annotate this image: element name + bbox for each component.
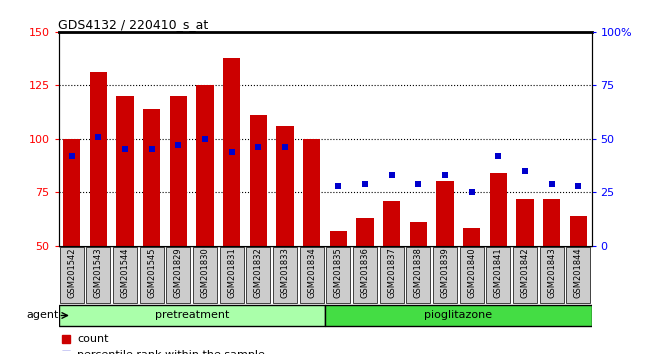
Text: agent: agent [26,310,58,320]
Bar [143,109,161,246]
Bar [116,96,134,246]
Bar [516,199,534,246]
Bar [436,182,454,246]
Text: GSM201544: GSM201544 [121,247,129,298]
Text: GSM201841: GSM201841 [494,247,502,298]
Text: GSM201831: GSM201831 [227,247,236,298]
Bar [223,57,240,246]
FancyBboxPatch shape [540,247,564,303]
Bar [250,115,267,246]
FancyBboxPatch shape [86,247,110,303]
FancyBboxPatch shape [380,247,404,303]
Bar [569,216,587,246]
FancyBboxPatch shape [113,247,137,303]
FancyBboxPatch shape [486,247,510,303]
Text: pioglitazone: pioglitazone [424,310,492,320]
Text: GSM201842: GSM201842 [521,247,529,298]
FancyBboxPatch shape [193,247,217,303]
Bar [170,96,187,246]
Text: GSM201834: GSM201834 [307,247,316,298]
Text: GSM201840: GSM201840 [467,247,476,298]
Bar [489,173,507,246]
Bar [90,73,107,246]
Text: GSM201830: GSM201830 [201,247,209,298]
Text: GSM201833: GSM201833 [281,247,289,298]
Bar [196,85,214,246]
Text: GSM201836: GSM201836 [361,247,369,298]
Bar [303,139,320,246]
FancyBboxPatch shape [300,247,324,303]
Text: GSM201832: GSM201832 [254,247,263,298]
Bar [330,230,347,246]
FancyBboxPatch shape [220,247,244,303]
Text: GSM201835: GSM201835 [334,247,343,298]
Text: GSM201844: GSM201844 [574,247,582,298]
Text: GSM201542: GSM201542 [68,247,76,298]
FancyBboxPatch shape [246,247,270,303]
Text: GDS4132 / 220410_s_at: GDS4132 / 220410_s_at [58,18,209,31]
FancyBboxPatch shape [58,305,325,326]
FancyBboxPatch shape [140,247,164,303]
FancyBboxPatch shape [325,305,592,326]
FancyBboxPatch shape [406,247,430,303]
Text: GSM201837: GSM201837 [387,247,396,298]
Bar [63,139,81,246]
Text: GSM201545: GSM201545 [148,247,156,298]
Text: GSM201843: GSM201843 [547,247,556,298]
Text: GSM201839: GSM201839 [441,247,449,298]
Text: percentile rank within the sample: percentile rank within the sample [77,350,265,354]
Text: GSM201838: GSM201838 [414,247,422,298]
Bar [383,201,400,246]
Bar [463,228,480,246]
FancyBboxPatch shape [460,247,484,303]
FancyBboxPatch shape [326,247,350,303]
Text: pretreatment: pretreatment [155,310,229,320]
FancyBboxPatch shape [166,247,190,303]
Bar [410,222,427,246]
Text: count: count [77,334,109,344]
FancyBboxPatch shape [513,247,537,303]
FancyBboxPatch shape [566,247,590,303]
Bar [356,218,374,246]
Bar [276,126,294,246]
Text: GSM201543: GSM201543 [94,247,103,298]
FancyBboxPatch shape [60,247,84,303]
FancyBboxPatch shape [433,247,457,303]
Text: GSM201829: GSM201829 [174,247,183,298]
FancyBboxPatch shape [273,247,297,303]
Bar [543,199,560,246]
FancyBboxPatch shape [353,247,377,303]
